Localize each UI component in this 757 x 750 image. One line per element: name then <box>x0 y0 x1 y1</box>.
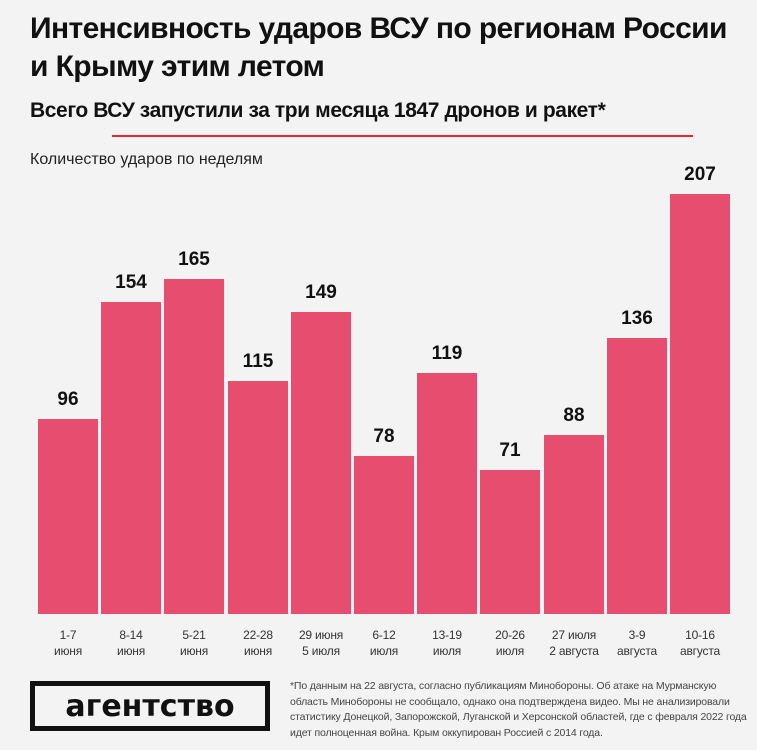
bar-value-label: 96 <box>57 389 79 410</box>
x-tick-label-line: 22-28 <box>243 628 273 642</box>
x-tick-label: 1-7 июня <box>35 627 101 659</box>
x-tick-label-line: августа <box>617 644 657 658</box>
x-tick-label-line: 10-16 <box>685 628 715 642</box>
x-tick-label-line: 5-21 <box>182 628 206 642</box>
bar <box>607 338 667 614</box>
bar-value-label: 88 <box>563 405 585 426</box>
bar-value-label: 207 <box>684 164 716 185</box>
x-tick-label-line: августа <box>680 644 720 658</box>
x-tick-label-line: 2 августа <box>549 644 599 658</box>
x-tick-label: 20-26 июля <box>477 627 543 659</box>
x-tick-label-line: июня <box>116 644 146 658</box>
x-tick-label-line: 29 июня <box>298 628 344 642</box>
chart-title: Интенсивность ударов ВСУ по регионам Рос… <box>30 12 727 83</box>
x-tick-label-line: 27 июля <box>551 628 597 642</box>
x-tick-label-line: июля <box>432 644 462 658</box>
bar <box>101 302 161 614</box>
x-tick-label-line: июля <box>369 644 399 658</box>
bar-value-label: 78 <box>373 426 395 447</box>
x-tick-label-line: июля <box>495 644 525 658</box>
x-tick-label: 29 июня 5 июля <box>288 627 354 659</box>
x-tick-label-line: 20-26 <box>495 628 525 642</box>
x-tick-label: 8-14 июня <box>98 627 164 659</box>
x-tick-label: 10-16 августа <box>667 627 733 659</box>
x-tick-label-line: 5 июля <box>302 644 340 658</box>
agentstvo-logo: агентство <box>30 681 270 731</box>
y-axis-label: Количество ударов по неделям <box>30 151 263 168</box>
subtitle-underline <box>112 135 693 137</box>
bar <box>354 456 414 614</box>
bar <box>670 194 730 614</box>
bar-value-label: 71 <box>499 440 521 461</box>
footnote: *По данным на 22 августа, согласно публи… <box>290 680 747 739</box>
x-tick-label-line: 1-7 <box>59 628 77 642</box>
bar <box>38 419 98 614</box>
x-tick-label-line: 6-12 <box>372 628 396 642</box>
x-tick-label: 6-12 июля <box>351 627 417 659</box>
bar <box>544 435 604 614</box>
bar <box>417 373 477 614</box>
x-tick-label: 27 июля 2 августа <box>541 627 607 659</box>
x-tick-label: 3-9 августа <box>604 627 670 659</box>
bar-value-label: 119 <box>431 343 463 364</box>
x-tick-label-line: июня <box>179 644 209 658</box>
x-tick-label-line: 3-9 <box>628 628 646 642</box>
x-tick-label: 13-19 июля <box>414 627 480 659</box>
bar <box>480 470 540 614</box>
bar-value-label: 149 <box>305 282 337 303</box>
x-tick-label: 22-28 июня <box>225 627 291 659</box>
x-tick-label-line: июня <box>53 644 83 658</box>
x-tick-label-line: 13-19 <box>432 628 462 642</box>
bar <box>228 381 288 614</box>
bar <box>291 312 351 614</box>
bar <box>164 279 224 614</box>
bar-value-label: 136 <box>621 308 653 329</box>
bar-value-label: 115 <box>242 351 274 372</box>
x-tick-label-line: 8-14 <box>119 628 143 642</box>
x-tick-label: 5-21 июня <box>161 627 227 659</box>
x-tick-label-line: июня <box>243 644 273 658</box>
chart-subtitle: Всего ВСУ запустили за три месяца 1847 д… <box>30 99 606 122</box>
bar-value-label: 165 <box>178 249 210 270</box>
bar-value-label: 154 <box>115 272 147 293</box>
